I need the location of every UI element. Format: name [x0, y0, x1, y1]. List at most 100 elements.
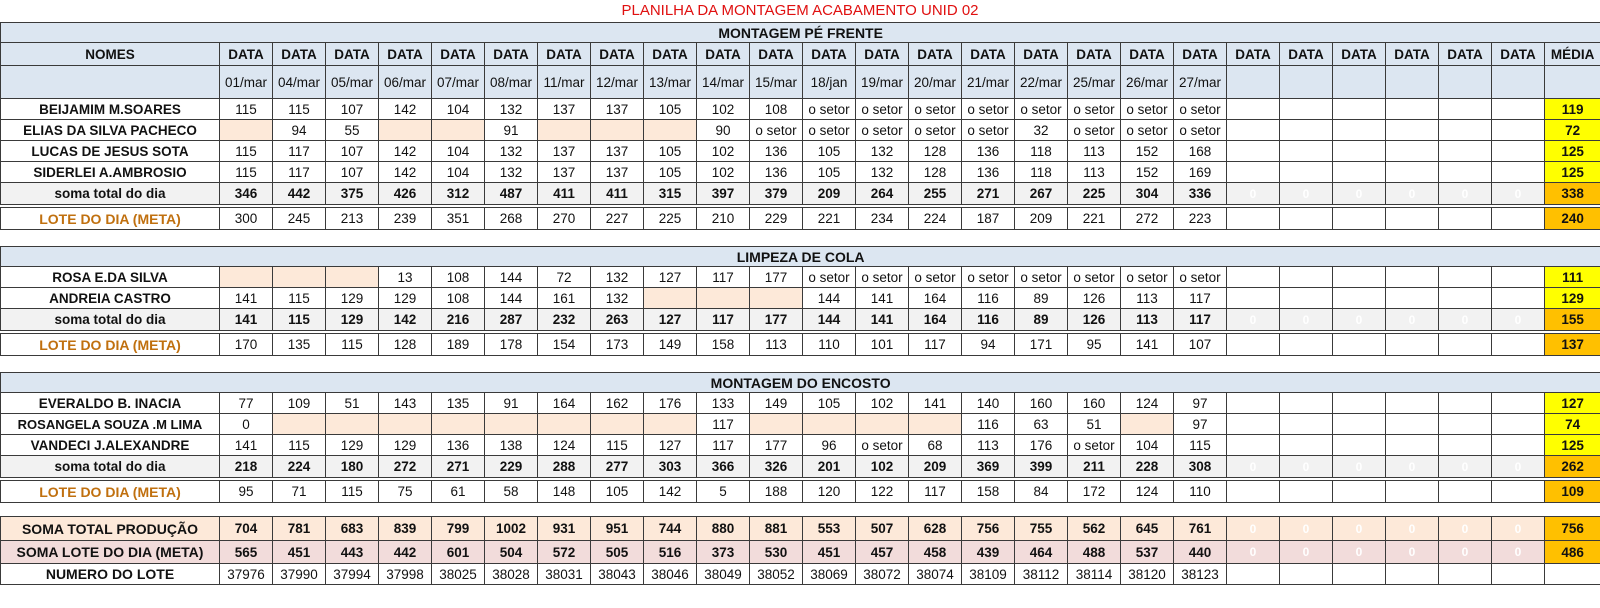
worker-value-cell[interactable]: o setor [908, 119, 962, 141]
total-meta-value-cell[interactable]: 464 [1014, 540, 1068, 564]
meta-value-cell[interactable]: 234 [855, 207, 909, 230]
soma-value-cell[interactable]: 228 [1120, 455, 1174, 478]
worker-value-cell[interactable]: o setor [1173, 98, 1227, 120]
soma-value-cell[interactable]: 255 [908, 182, 962, 205]
soma-value-cell[interactable]: 399 [1014, 455, 1068, 478]
total-producao-value-cell[interactable]: 704 [219, 516, 273, 541]
total-meta-value-cell[interactable]: 443 [325, 540, 379, 564]
lote-number-value-cell[interactable] [1226, 563, 1280, 585]
soma-value-cell[interactable]: 232 [537, 308, 591, 331]
worker-value-cell[interactable]: 108 [431, 266, 485, 288]
date-header[interactable] [1438, 65, 1492, 99]
meta-value-cell[interactable]: 154 [537, 333, 591, 356]
soma-value-cell[interactable]: 116 [961, 308, 1015, 331]
worker-value-cell[interactable]: 152 [1120, 161, 1174, 183]
worker-value-cell[interactable]: o setor [961, 266, 1015, 288]
worker-name[interactable]: ELIAS DA SILVA PACHECO [0, 119, 220, 141]
worker-value-cell[interactable]: 118 [1014, 161, 1068, 183]
date-header[interactable]: 01/mar [219, 65, 273, 99]
meta-value-cell[interactable] [1438, 480, 1492, 503]
soma-label[interactable]: soma total do dia [0, 455, 220, 478]
soma-value-cell[interactable]: 0 [1332, 308, 1386, 331]
worker-value-cell[interactable]: 152 [1120, 140, 1174, 162]
data-header[interactable]: DATA [802, 42, 856, 66]
worker-value-cell[interactable] [1332, 434, 1386, 456]
meta-value-cell[interactable]: 5 [696, 480, 750, 503]
worker-name[interactable]: ROSA E.DA SILVA [0, 266, 220, 288]
total-producao-value-cell[interactable]: 0 [1491, 516, 1545, 541]
meta-value-cell[interactable]: 225 [643, 207, 697, 230]
meta-value-cell[interactable]: 189 [431, 333, 485, 356]
meta-value-cell[interactable]: 110 [1173, 480, 1227, 503]
data-header[interactable]: DATA [1332, 42, 1386, 66]
worker-value-cell[interactable]: 117 [272, 140, 326, 162]
total-producao-value-cell[interactable]: 628 [908, 516, 962, 541]
meta-value-cell[interactable]: 268 [484, 207, 538, 230]
worker-value-cell[interactable]: o setor [908, 98, 962, 120]
meta-value-cell[interactable]: 105 [590, 480, 644, 503]
soma-value-cell[interactable]: 277 [590, 455, 644, 478]
lote-number-value-cell[interactable] [1491, 563, 1545, 585]
worker-value-cell[interactable]: 132 [484, 161, 538, 183]
soma-value-cell[interactable]: 141 [219, 308, 273, 331]
meta-value-cell[interactable]: 245 [272, 207, 326, 230]
lote-number-value-cell[interactable]: 37998 [378, 563, 432, 585]
data-header[interactable]: DATA [378, 42, 432, 66]
meta-value-cell[interactable]: 124 [1120, 480, 1174, 503]
worker-value-cell[interactable]: 102 [855, 392, 909, 414]
worker-value-cell[interactable]: 137 [537, 161, 591, 183]
worker-value-cell[interactable]: o setor [961, 98, 1015, 120]
total-meta-value-cell[interactable]: 530 [749, 540, 803, 564]
worker-value-cell[interactable]: 51 [325, 392, 379, 414]
total-producao-value-cell[interactable]: 761 [1173, 516, 1227, 541]
soma-value-cell[interactable]: 411 [537, 182, 591, 205]
meta-value-cell[interactable]: 173 [590, 333, 644, 356]
meta-value-cell[interactable]: 84 [1014, 480, 1068, 503]
worker-value-cell[interactable]: 142 [378, 161, 432, 183]
soma-label[interactable]: soma total do dia [0, 182, 220, 205]
worker-value-cell[interactable]: o setor [855, 434, 909, 456]
worker-value-cell[interactable] [643, 287, 697, 309]
lote-number-value-cell[interactable]: 37976 [219, 563, 273, 585]
meta-value-cell[interactable]: 61 [431, 480, 485, 503]
total-producao-label[interactable]: SOMA TOTAL PRODUÇÃO [0, 516, 220, 541]
worker-value-cell[interactable]: 136 [961, 161, 1015, 183]
worker-value-cell[interactable]: 94 [272, 119, 326, 141]
names-header[interactable]: NOMES [0, 42, 220, 66]
worker-value-cell[interactable]: 91 [484, 119, 538, 141]
worker-media[interactable]: 129 [1543, 287, 1600, 309]
worker-value-cell[interactable]: 102 [696, 140, 750, 162]
data-header[interactable]: DATA [1173, 42, 1227, 66]
worker-value-cell[interactable]: 102 [696, 98, 750, 120]
date-header[interactable]: 08/mar [484, 65, 538, 99]
worker-value-cell[interactable] [749, 287, 803, 309]
worker-value-cell[interactable] [855, 413, 909, 435]
worker-value-cell[interactable]: 115 [219, 140, 273, 162]
worker-value-cell[interactable]: 104 [431, 161, 485, 183]
total-producao-value-cell[interactable]: 744 [643, 516, 697, 541]
meta-value-cell[interactable]: 94 [961, 333, 1015, 356]
worker-name[interactable]: ANDREIA CASTRO [0, 287, 220, 309]
worker-value-cell[interactable]: 105 [643, 140, 697, 162]
date-header[interactable]: 18/jan [802, 65, 856, 99]
soma-value-cell[interactable]: 0 [1438, 182, 1492, 205]
worker-value-cell[interactable]: 176 [643, 392, 697, 414]
lote-number-value-cell[interactable]: 38043 [590, 563, 644, 585]
soma-value-cell[interactable]: 225 [1067, 182, 1121, 205]
meta-value-cell[interactable]: 71 [272, 480, 326, 503]
total-producao-value-cell[interactable]: 880 [696, 516, 750, 541]
worker-value-cell[interactable]: 117 [696, 413, 750, 435]
soma-value-cell[interactable]: 0 [1491, 455, 1545, 478]
worker-value-cell[interactable] [1226, 98, 1280, 120]
worker-media[interactable]: 127 [1543, 392, 1600, 414]
worker-value-cell[interactable]: 117 [696, 434, 750, 456]
data-header[interactable]: DATA [219, 42, 273, 66]
date-header[interactable]: 12/mar [590, 65, 644, 99]
soma-label[interactable]: soma total do dia [0, 308, 220, 331]
soma-value-cell[interactable]: 288 [537, 455, 591, 478]
worker-media[interactable]: 119 [1543, 98, 1600, 120]
lote-number-value-cell[interactable] [1279, 563, 1333, 585]
worker-value-cell[interactable] [1385, 266, 1439, 288]
worker-value-cell[interactable] [1332, 287, 1386, 309]
worker-value-cell[interactable]: o setor [855, 98, 909, 120]
